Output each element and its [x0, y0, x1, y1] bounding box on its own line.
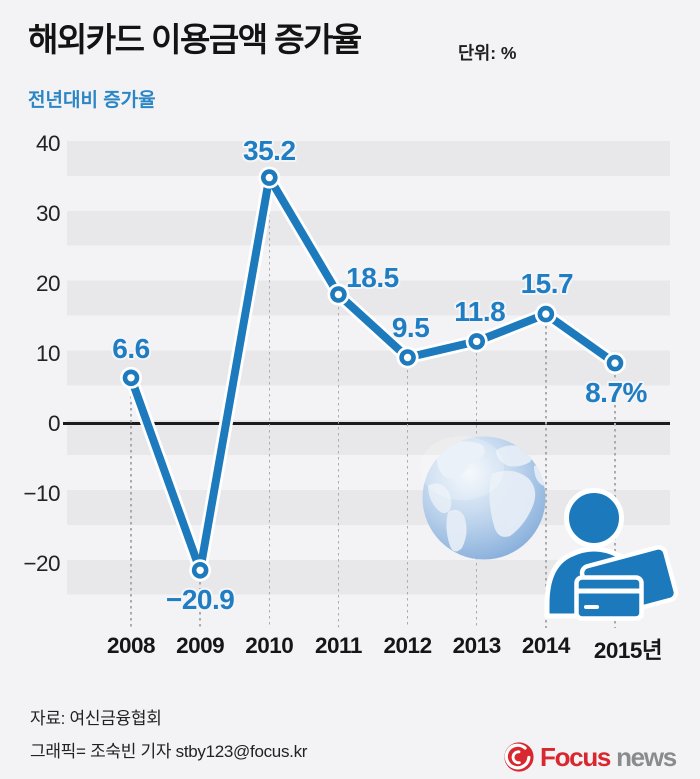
source-note: 자료: 여신금융협회: [30, 709, 162, 728]
x-tick-label: 2015년: [593, 638, 663, 663]
data-label: 8.7%: [585, 377, 647, 409]
focus-news-logo: Focus news: [503, 741, 677, 773]
data-label: 9.5: [391, 311, 430, 343]
x-tick-label: 2014: [521, 633, 571, 658]
y-tick-label: 20: [35, 271, 61, 296]
logo-wordmark-focus: Focus: [540, 741, 611, 772]
y-tick-label: −10: [23, 481, 60, 506]
data-label: 15.7: [520, 268, 574, 300]
dashed-dropline: [130, 377, 132, 628]
dashed-dropline: [406, 357, 409, 628]
x-tick-label: 2009: [176, 633, 225, 658]
logo-wordmark-news: news: [616, 741, 677, 772]
plot-area: [67, 141, 670, 596]
x-tick-label: 2011: [315, 633, 362, 658]
series-label: 전년대비 증가율: [28, 90, 156, 111]
credit-note: 그래픽= 조숙빈 기자 stby123@focus.kr: [30, 742, 308, 761]
logo-swirl-icon: [504, 742, 534, 772]
y-tick-label: 10: [35, 341, 61, 366]
card-signature: [584, 605, 599, 609]
x-tick-label: 2013: [452, 633, 502, 658]
dashed-dropline: [545, 314, 547, 628]
x-tick-label: 2012: [383, 633, 433, 658]
dashed-dropline: [476, 341, 478, 628]
chart-title: 해외카드 이용금액 증가율: [28, 21, 362, 58]
data-label: 18.5: [346, 261, 399, 293]
x-tick-label: 2010: [245, 633, 294, 658]
y-tick-label: −20: [23, 551, 60, 576]
dashed-dropline: [268, 177, 270, 628]
data-label: 35.2: [243, 134, 296, 166]
dashed-dropline: [199, 570, 201, 628]
data-label: 6.6: [112, 332, 150, 364]
y-tick-label: 0: [47, 411, 61, 436]
y-tick-label: 30: [35, 201, 61, 226]
dashed-dropline: [337, 294, 340, 628]
data-label: −20.9: [165, 584, 235, 616]
zero-axis-line: [63, 422, 670, 425]
unit-label: 단위: %: [458, 43, 517, 63]
y-tick-label: 40: [35, 131, 61, 156]
x-tick-label: 2008: [106, 633, 156, 658]
data-label: 11.8: [454, 296, 506, 328]
